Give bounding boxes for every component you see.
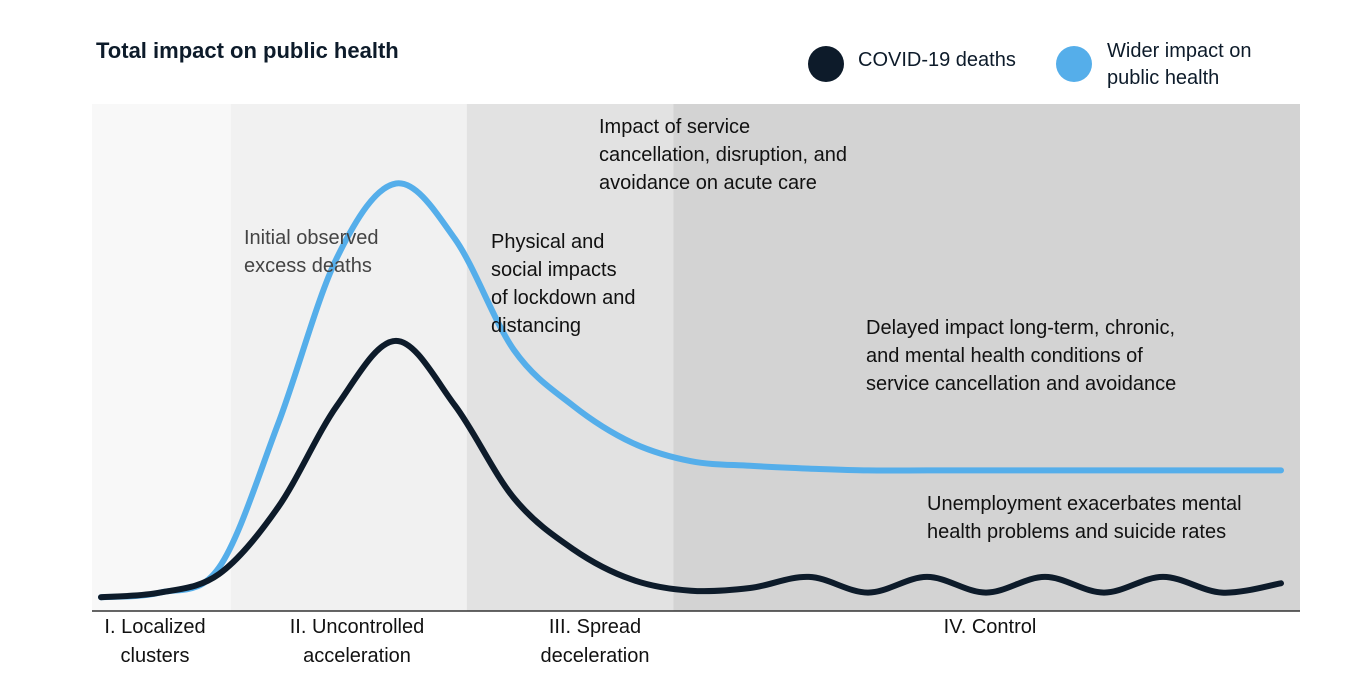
phase-label-line: IV. Control: [943, 616, 1037, 638]
annotation-unemployment: Unemployment exacerbates mental health p…: [927, 490, 1242, 546]
annotation-line: health problems and suicide rates: [927, 521, 1227, 543]
chart-title: Total impact on public health: [96, 38, 399, 63]
phase-label-localized: I. Localized clusters: [80, 613, 230, 671]
annotation-delayed: Delayed impact long-term, chronic, and m…: [866, 314, 1176, 398]
phase-label-deceleration: III. Spread deceleration: [510, 613, 680, 671]
phase-label-line: III. Spread: [548, 616, 642, 638]
annotation-line: cancellation, disruption, and: [599, 144, 847, 166]
phase-band-control: [673, 104, 1300, 611]
phase-band-deceleration: [466, 104, 674, 611]
annotation-service-cancellation: Impact of service cancellation, disrupti…: [599, 113, 847, 197]
annotation-line: of lockdown and: [491, 287, 636, 309]
annotation-line: Initial observed: [244, 227, 379, 249]
legend-covid-dot: [808, 46, 844, 82]
annotation-line: avoidance on acute care: [599, 172, 817, 194]
wider-impact-line: [98, 180, 1284, 601]
annotation-line: Physical and: [491, 231, 605, 253]
legend-covid-label: COVID-19 deaths: [858, 49, 1016, 71]
annotation-line: excess deaths: [244, 255, 372, 277]
phase-label-line: acceleration: [303, 645, 411, 667]
phase-label-line: deceleration: [540, 645, 650, 667]
annotation-line: service cancellation and avoidance: [866, 373, 1177, 395]
annotation-lockdown: Physical and social impacts of lockdown …: [491, 228, 636, 340]
annotation-line: and mental health conditions of: [866, 345, 1143, 367]
annotation-line: social impacts: [491, 259, 617, 281]
phase-bands: [92, 104, 1300, 611]
covid-deaths-line: [98, 337, 1284, 601]
annotation-line: Delayed impact long-term, chronic,: [866, 317, 1176, 339]
phase-label-line: II. Uncontrolled: [289, 616, 425, 638]
annotation-initial-excess: Initial observed excess deaths: [244, 224, 379, 280]
phase-band-uncontrolled: [230, 104, 467, 611]
phase-label-line: clusters: [120, 645, 190, 667]
legend-wider-line-1: Wider impact on: [1107, 40, 1252, 62]
legend-wider-line-2: public health: [1107, 67, 1220, 89]
legend-wider-label: Wider impact on public health: [1107, 38, 1252, 92]
annotation-line: Unemployment exacerbates mental: [927, 493, 1242, 515]
phase-label-uncontrolled: II. Uncontrolled acceleration: [262, 613, 452, 671]
phase-label-line: I. Localized: [104, 616, 206, 638]
annotation-line: distancing: [491, 315, 582, 337]
annotation-line: Impact of service: [599, 116, 751, 138]
phase-band-localized: [92, 104, 231, 611]
legend-wider-dot: [1056, 46, 1092, 82]
phase-label-control: IV. Control: [915, 613, 1065, 642]
